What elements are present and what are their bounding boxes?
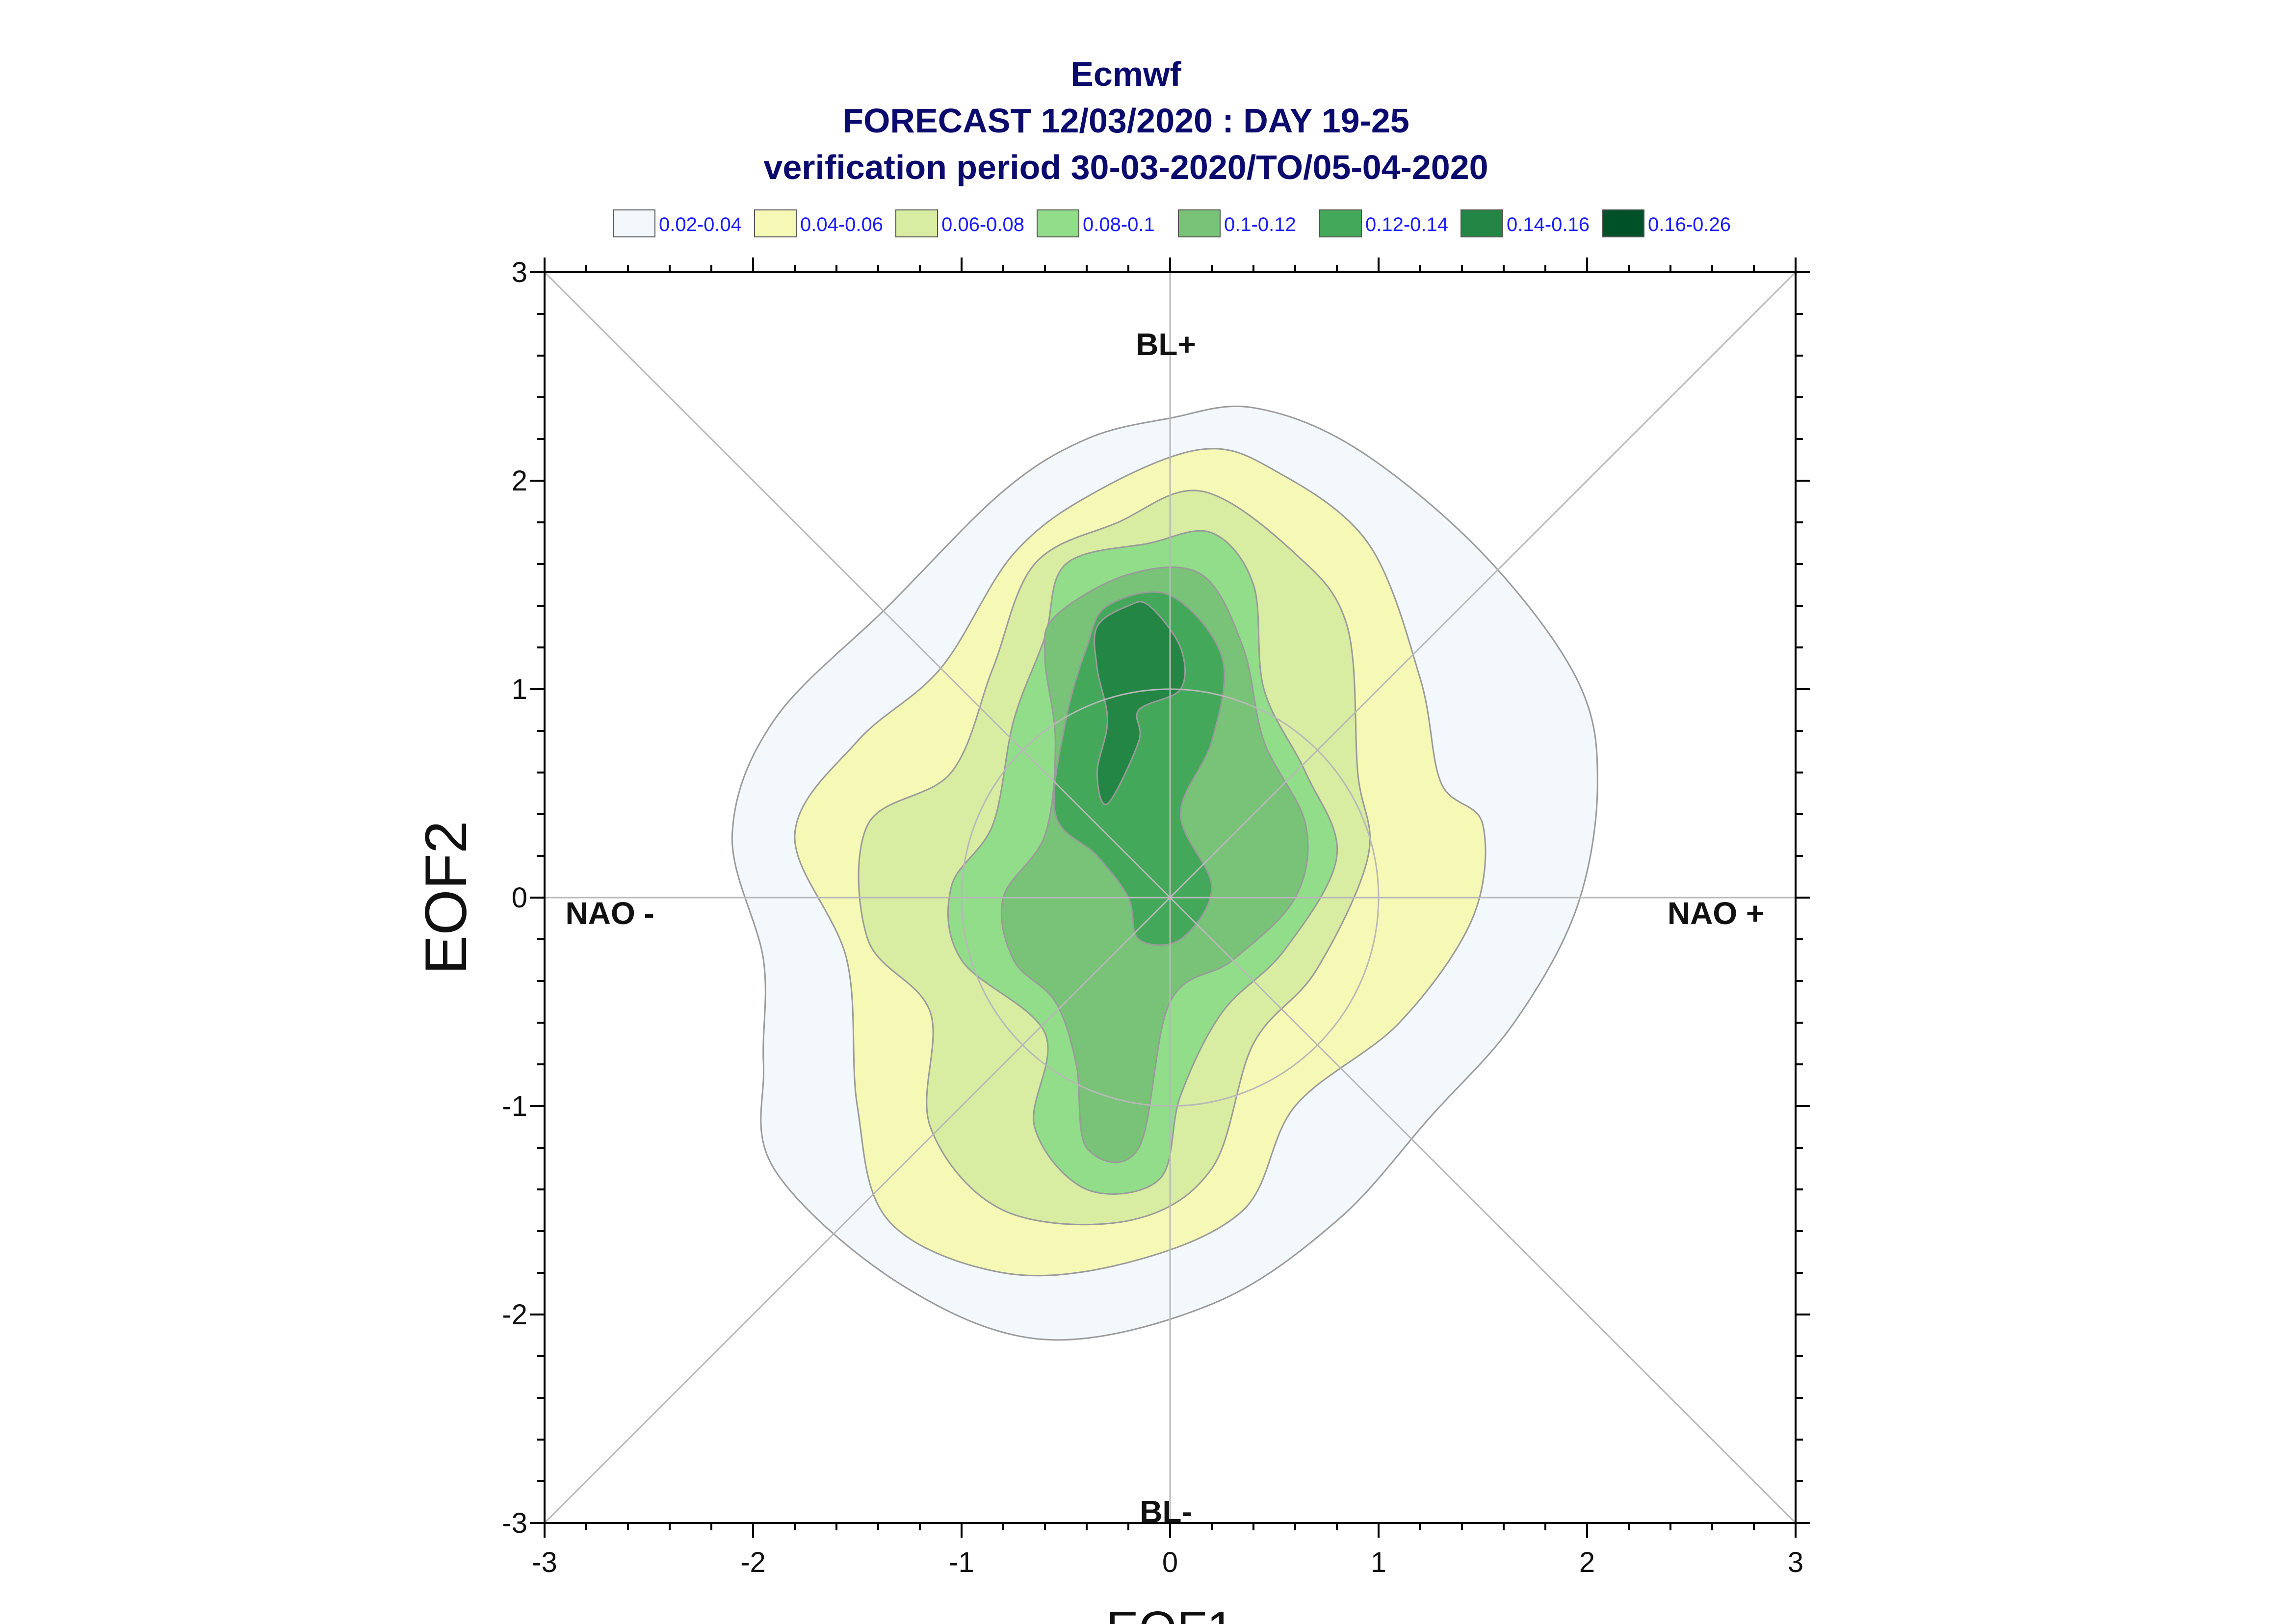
diagonal-line-2	[544, 271, 1797, 1524]
legend-swatch	[1319, 209, 1362, 237]
legend-swatch	[895, 209, 938, 237]
legend: 0.02-0.04 0.04-0.06 0.06-0.08 0.08-0.1 0.1-0…	[613, 209, 1731, 237]
legend-label: 0.1-0.12	[1224, 214, 1296, 235]
x-tick-label: 2	[1579, 1547, 1595, 1578]
guide-lines	[544, 271, 1797, 1524]
chart-verification-period: verification period 30-03-2020/TO/05-04-…	[763, 148, 1488, 186]
y-tick-label: 1	[512, 673, 527, 705]
plot-frame	[544, 271, 1797, 1524]
y-tick-label: 3	[512, 257, 527, 288]
legend-swatch	[1178, 209, 1221, 237]
x-tick-label: -3	[532, 1547, 557, 1578]
legend-swatch	[754, 209, 797, 237]
y-axis-title: EOF2	[413, 821, 479, 974]
regime-label-nao-plus: NAO +	[1668, 896, 1764, 931]
axis-ticks: -3 -2 -1 0 1 2 3 -3 -2 -1 0 1 2 3	[502, 257, 1810, 1578]
legend-swatch	[1460, 209, 1503, 237]
chart-title: Ecmwf	[1070, 55, 1181, 93]
contour-layers	[731, 405, 1598, 1341]
legend-swatch	[613, 209, 655, 237]
x-tick-label: -2	[740, 1547, 766, 1578]
y-tick-label: -3	[502, 1507, 527, 1539]
y-tick-label: 2	[512, 465, 527, 497]
contour-level-6	[1094, 601, 1186, 805]
regime-label-nao-minus: NAO -	[566, 896, 654, 931]
x-tick-label: 0	[1162, 1547, 1178, 1578]
x-tick-label: -1	[949, 1547, 974, 1578]
legend-swatch	[1037, 209, 1079, 237]
legend-swatch	[1602, 209, 1644, 237]
regime-label-bl-plus: BL+	[1136, 327, 1196, 362]
x-tick-label: 3	[1788, 1547, 1803, 1578]
y-tick-label: 0	[512, 882, 527, 914]
regime-label-bl-minus: BL-	[1140, 1494, 1192, 1529]
legend-label: 0.12-0.14	[1365, 214, 1448, 235]
y-tick-label: -2	[502, 1299, 527, 1331]
legend-label: 0.02-0.04	[659, 214, 742, 235]
legend-label: 0.08-0.1	[1083, 214, 1155, 235]
chart-subtitle: FORECAST 12/03/2020 : DAY 19-25	[842, 102, 1409, 140]
plot-area: -3 -2 -1 0 1 2 3 -3 -2 -1 0 1 2 3	[502, 257, 1810, 1578]
legend-label: 0.06-0.08	[941, 214, 1024, 235]
legend-label: 0.16-0.26	[1648, 214, 1731, 235]
x-tick-label: 1	[1371, 1547, 1386, 1578]
y-tick-label: -1	[502, 1090, 527, 1122]
x-axis-title: EOF1	[1106, 1601, 1234, 1624]
legend-label: 0.04-0.06	[800, 214, 883, 235]
reference-circle	[961, 688, 1380, 1107]
legend-label: 0.14-0.16	[1507, 214, 1590, 235]
